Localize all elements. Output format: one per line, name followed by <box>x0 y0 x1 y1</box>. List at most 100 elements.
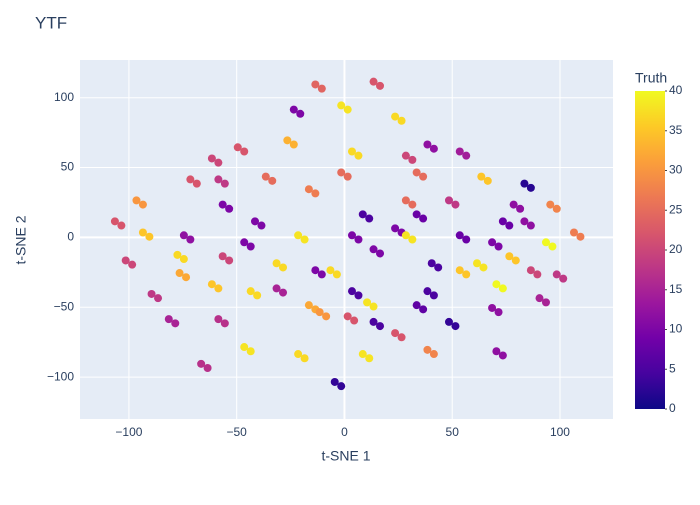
point <box>240 343 249 352</box>
chart-title: YTF <box>35 13 67 32</box>
point <box>207 154 216 163</box>
point <box>347 231 356 240</box>
point <box>412 168 421 177</box>
point <box>207 280 216 289</box>
point <box>401 196 410 205</box>
point <box>408 235 417 244</box>
point <box>354 291 363 300</box>
point <box>240 238 249 247</box>
point <box>369 77 378 86</box>
point <box>423 140 432 149</box>
point <box>173 250 182 259</box>
point <box>552 270 561 279</box>
point <box>427 259 436 268</box>
point <box>343 105 352 114</box>
point <box>401 231 410 240</box>
point <box>492 280 501 289</box>
point <box>294 350 303 359</box>
point <box>257 221 266 230</box>
point <box>498 217 507 226</box>
colorbar-tick-label: 20 <box>669 242 683 256</box>
point <box>477 172 486 181</box>
point <box>138 200 147 209</box>
point <box>369 245 378 254</box>
point <box>311 266 320 275</box>
point <box>317 84 326 93</box>
point <box>412 301 421 310</box>
point <box>296 109 305 118</box>
point <box>214 175 223 184</box>
point <box>397 116 406 125</box>
point <box>128 260 137 269</box>
point <box>535 294 544 303</box>
colorbar-title: Truth <box>635 70 667 86</box>
point <box>315 308 324 317</box>
x-tick-label: 0 <box>341 425 348 439</box>
point <box>220 179 229 188</box>
point <box>246 242 255 251</box>
x-tick-label: −100 <box>115 425 142 439</box>
point <box>279 263 288 272</box>
point <box>365 354 374 363</box>
point <box>311 80 320 89</box>
point <box>408 200 417 209</box>
point <box>376 81 385 90</box>
point <box>444 196 453 205</box>
point <box>451 200 460 209</box>
point <box>526 183 535 192</box>
point <box>337 101 346 110</box>
y-tick-label: −100 <box>47 369 74 383</box>
point <box>462 235 471 244</box>
point <box>251 217 260 226</box>
point <box>559 274 568 283</box>
point <box>225 256 234 265</box>
colorbar-tick-label: 10 <box>669 322 683 336</box>
point <box>246 287 255 296</box>
point <box>337 382 346 391</box>
point <box>253 291 262 300</box>
point <box>175 269 184 278</box>
point <box>347 287 356 296</box>
point <box>552 204 561 213</box>
point <box>369 302 378 311</box>
point <box>401 151 410 160</box>
point <box>376 249 385 258</box>
point <box>494 308 503 317</box>
point <box>289 140 298 149</box>
y-tick-label: 50 <box>61 160 75 174</box>
point <box>272 284 281 293</box>
point <box>304 185 313 194</box>
point <box>434 263 443 272</box>
point <box>117 221 126 230</box>
point <box>300 235 309 244</box>
point <box>505 252 514 261</box>
point <box>147 289 156 298</box>
point <box>214 158 223 167</box>
point <box>326 266 335 275</box>
colorbar-tick-label: 5 <box>669 361 676 375</box>
point <box>186 175 195 184</box>
point <box>279 288 288 297</box>
point <box>419 214 428 223</box>
point <box>462 270 471 279</box>
point <box>192 179 201 188</box>
point <box>429 291 438 300</box>
x-tick-label: 50 <box>446 425 460 439</box>
point <box>488 303 497 312</box>
point <box>451 322 460 331</box>
point <box>145 232 154 241</box>
point <box>423 345 432 354</box>
point <box>343 312 352 321</box>
point <box>354 235 363 244</box>
point <box>337 168 346 177</box>
point <box>179 231 188 240</box>
point <box>479 263 488 272</box>
point <box>179 255 188 264</box>
colorbar <box>635 91 665 409</box>
point <box>444 317 453 326</box>
point <box>455 147 464 156</box>
colorbar-tick-label: 35 <box>669 123 683 137</box>
point <box>397 333 406 342</box>
plot-area <box>80 60 613 419</box>
point <box>164 315 173 324</box>
